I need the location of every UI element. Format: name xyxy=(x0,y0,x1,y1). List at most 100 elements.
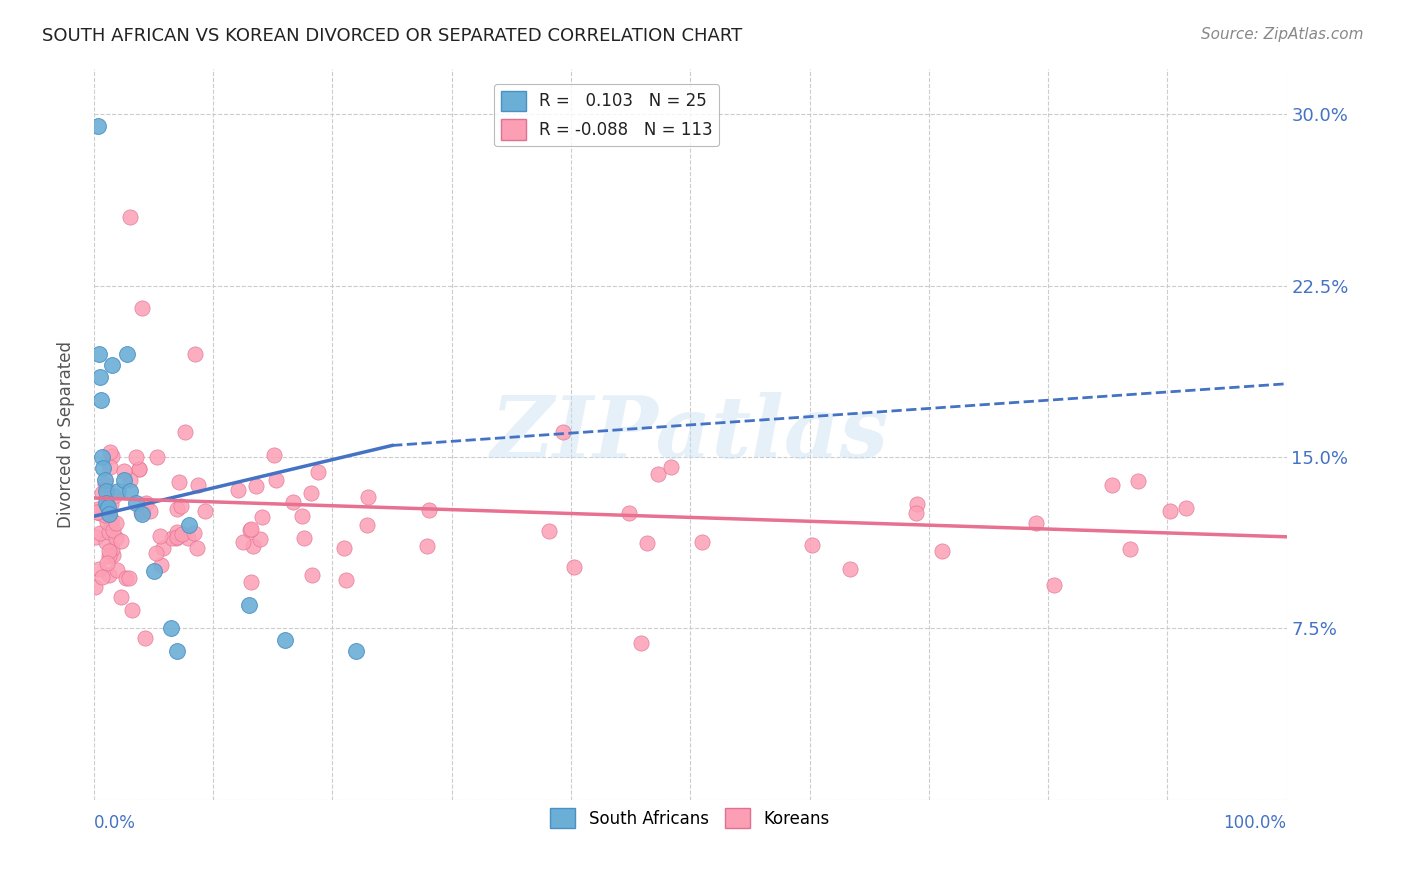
Point xyxy=(335,573,357,587)
Point xyxy=(132,504,155,518)
Point xyxy=(91,569,114,583)
Point xyxy=(134,631,156,645)
Point xyxy=(100,497,122,511)
Point xyxy=(266,473,288,487)
Point xyxy=(115,571,138,585)
Point xyxy=(105,562,128,576)
Point xyxy=(118,473,141,487)
Point xyxy=(87,347,110,361)
Point xyxy=(94,508,117,523)
Point xyxy=(160,621,183,635)
Point xyxy=(90,486,112,500)
Point xyxy=(274,632,297,647)
Point xyxy=(630,635,652,649)
Point xyxy=(98,549,121,563)
Text: SOUTH AFRICAN VS KOREAN DIVORCED OR SEPARATED CORRELATION CHART: SOUTH AFRICAN VS KOREAN DIVORCED OR SEPA… xyxy=(42,27,742,45)
Point xyxy=(177,531,200,545)
Point xyxy=(100,459,122,474)
Point xyxy=(166,530,188,544)
Point xyxy=(117,347,139,361)
Point xyxy=(186,541,208,555)
Point xyxy=(800,537,823,551)
Point xyxy=(1043,578,1066,592)
Point xyxy=(647,467,669,481)
Point xyxy=(89,506,111,520)
Point xyxy=(118,210,141,224)
Point xyxy=(636,536,658,550)
Point xyxy=(228,483,250,498)
Point xyxy=(117,571,139,585)
Point xyxy=(128,461,150,475)
Point xyxy=(551,425,574,439)
Point xyxy=(96,515,118,529)
Point xyxy=(107,484,129,499)
Point xyxy=(98,525,121,540)
Point xyxy=(931,544,953,558)
Point xyxy=(160,532,183,546)
Point xyxy=(1128,474,1150,488)
Point xyxy=(101,359,124,373)
Point xyxy=(167,475,190,490)
Point xyxy=(149,529,172,543)
Point xyxy=(152,541,174,555)
Point xyxy=(240,575,263,590)
Point xyxy=(86,505,108,519)
Point xyxy=(166,644,188,658)
Point xyxy=(93,461,115,475)
Point xyxy=(100,516,122,531)
Point xyxy=(129,504,152,518)
Text: Source: ZipAtlas.com: Source: ZipAtlas.com xyxy=(1201,27,1364,42)
Point xyxy=(617,506,640,520)
Point xyxy=(145,546,167,560)
Point xyxy=(166,502,188,516)
Point xyxy=(231,535,253,549)
Point xyxy=(101,449,124,463)
Point xyxy=(333,541,356,556)
Point xyxy=(307,465,329,479)
Point xyxy=(103,489,125,503)
Point xyxy=(242,539,264,553)
Point xyxy=(418,502,440,516)
Point xyxy=(1174,501,1197,516)
Point xyxy=(93,505,115,519)
Point xyxy=(94,495,117,509)
Point xyxy=(249,532,271,546)
Point xyxy=(98,507,121,521)
Point xyxy=(146,450,169,465)
Point xyxy=(907,497,929,511)
Point xyxy=(187,477,209,491)
Point xyxy=(291,509,314,524)
Point xyxy=(239,523,262,537)
Point xyxy=(172,526,194,541)
Point xyxy=(194,504,217,518)
Point xyxy=(104,516,127,531)
Point xyxy=(283,494,305,508)
Point xyxy=(299,486,322,500)
Point xyxy=(1025,516,1047,531)
Point xyxy=(301,568,323,582)
Point xyxy=(357,490,380,504)
Point xyxy=(659,460,682,475)
Point xyxy=(101,548,124,562)
Point xyxy=(839,562,862,576)
Point xyxy=(131,507,153,521)
Point xyxy=(166,524,188,539)
Point xyxy=(415,539,437,553)
Point xyxy=(250,510,273,524)
Point xyxy=(84,530,107,544)
Point xyxy=(96,556,118,570)
Point xyxy=(91,450,114,464)
Text: 0.0%: 0.0% xyxy=(94,814,136,832)
Point xyxy=(131,301,153,316)
Point xyxy=(125,450,148,464)
Point xyxy=(239,522,262,536)
Point xyxy=(344,644,367,658)
Point xyxy=(90,392,112,407)
Legend: South Africans, Koreans: South Africans, Koreans xyxy=(544,801,837,835)
Point xyxy=(96,499,118,513)
Point xyxy=(112,473,135,487)
Point xyxy=(184,347,207,361)
Point xyxy=(96,508,118,522)
Point xyxy=(905,506,928,520)
Point xyxy=(135,496,157,510)
